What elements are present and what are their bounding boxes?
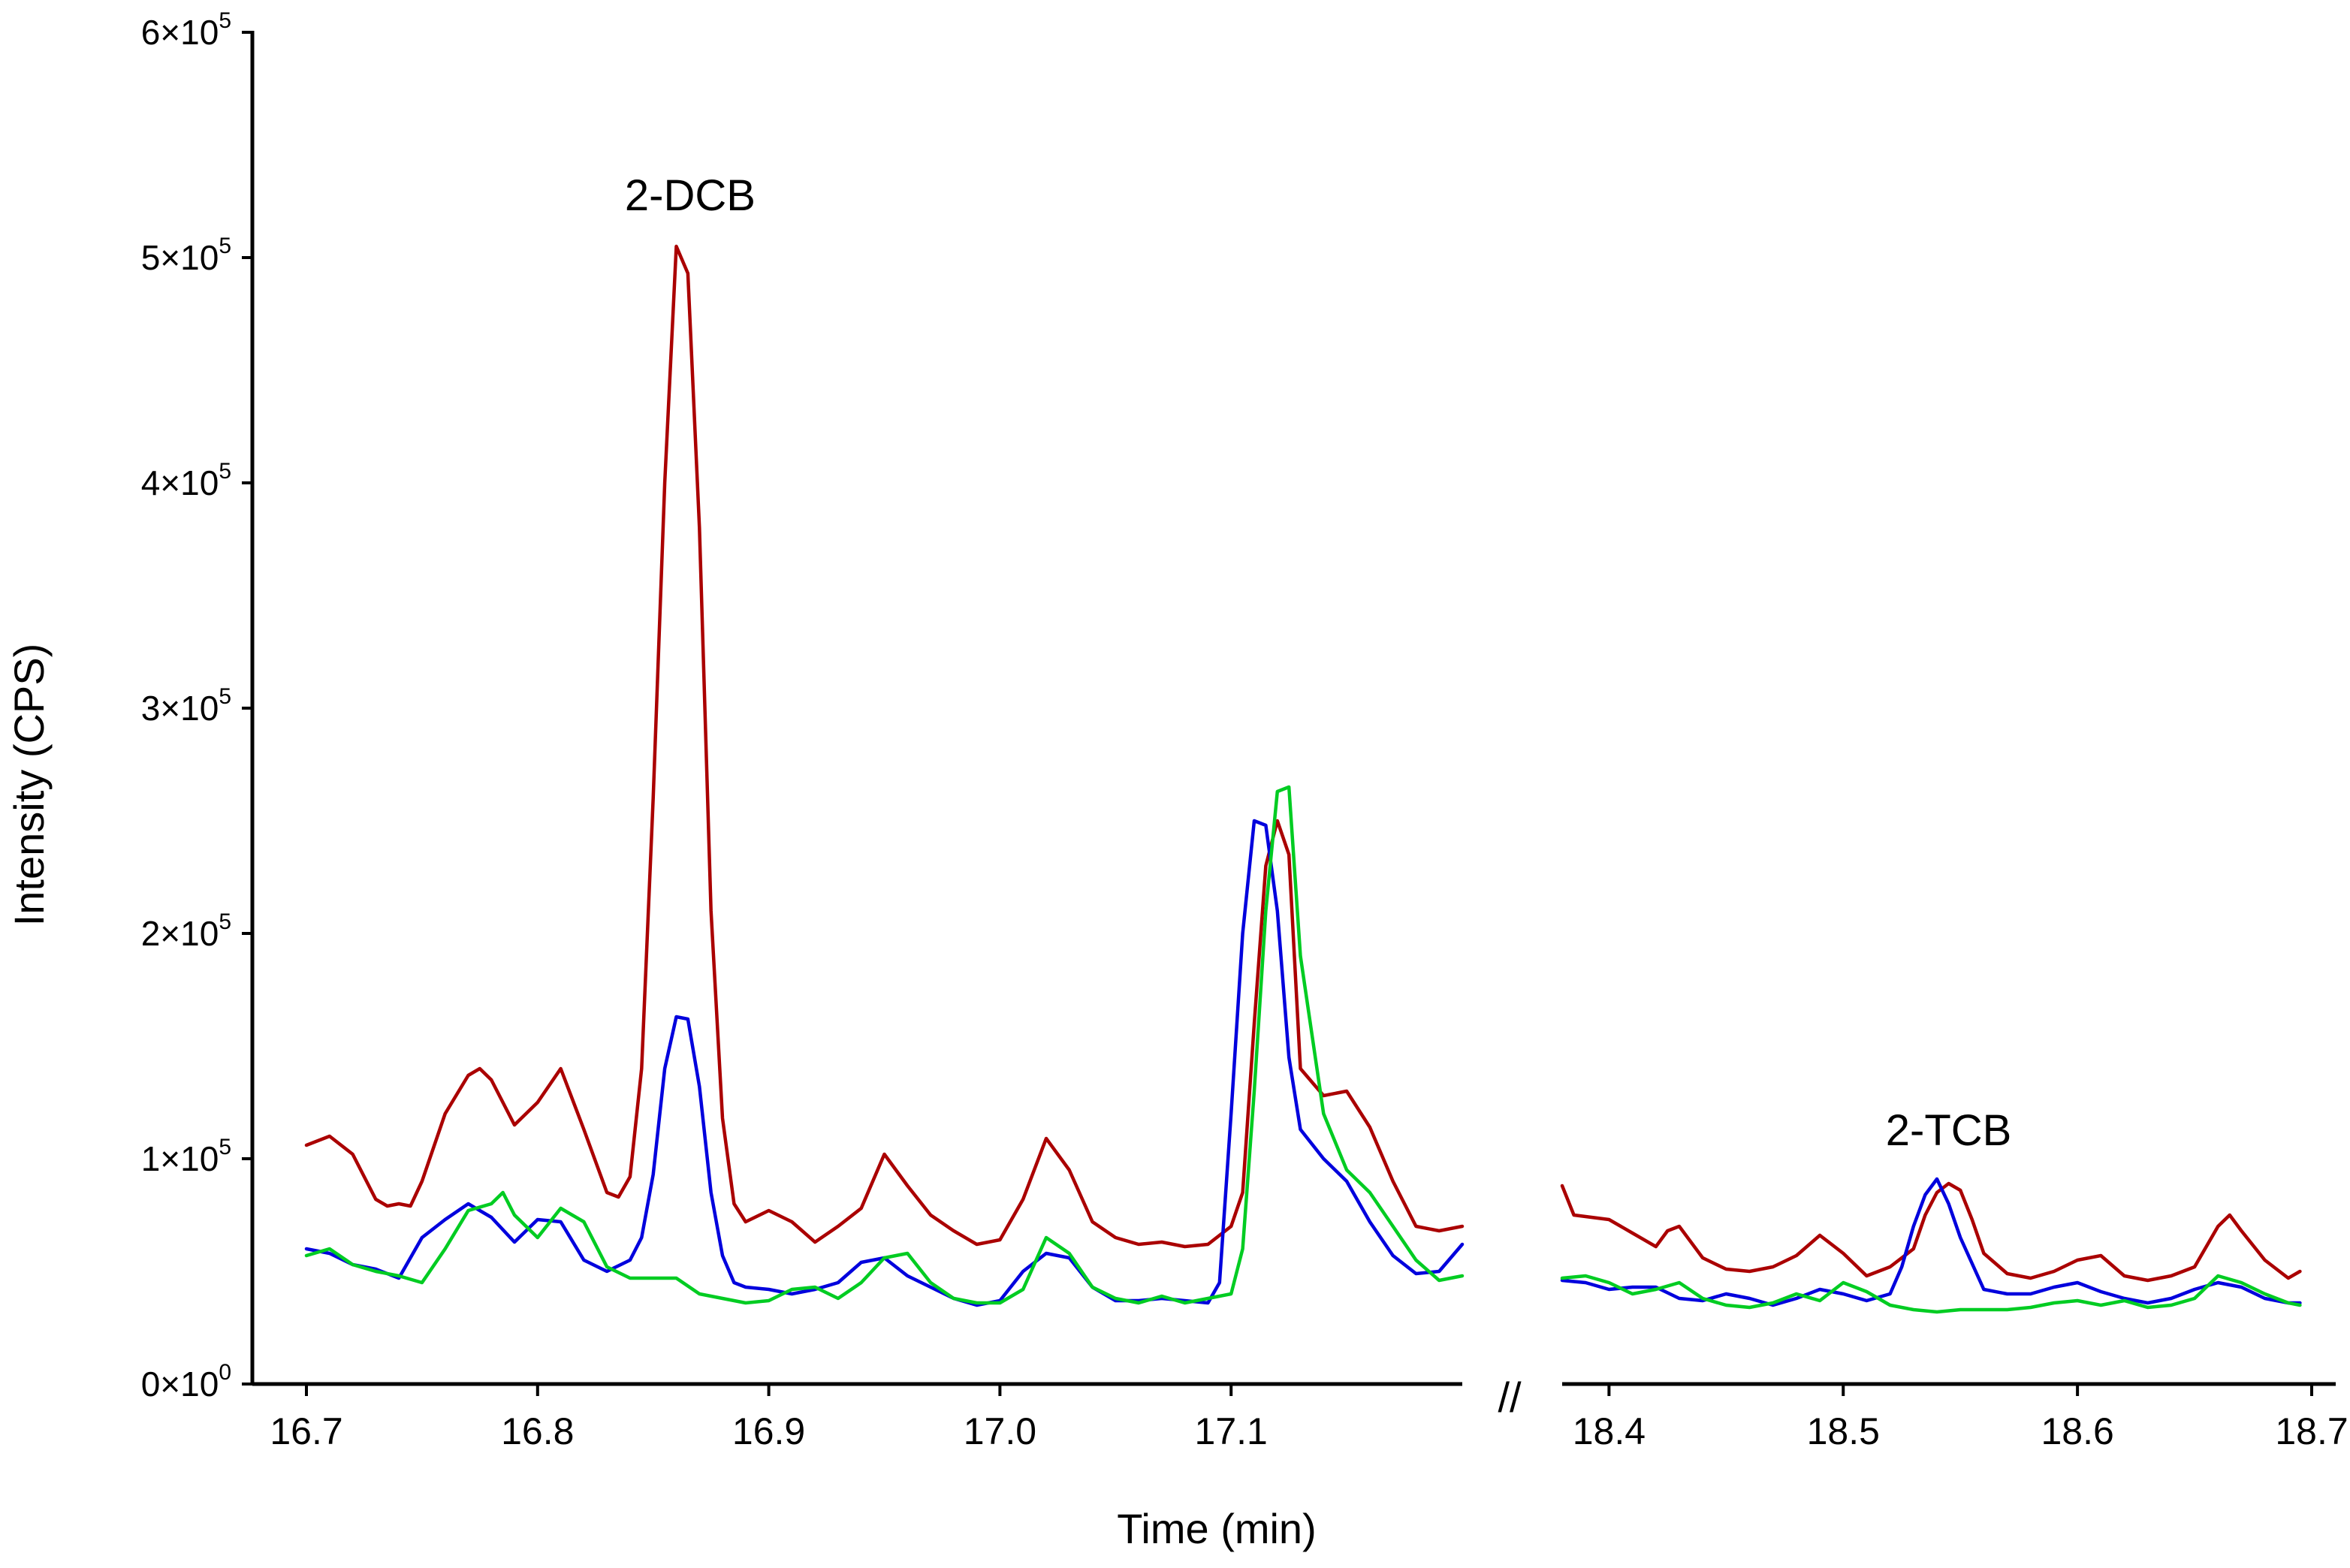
x-tick-label: 17.1 bbox=[1195, 1410, 1268, 1452]
y-tick-label: 5×105 bbox=[141, 234, 231, 277]
peak-annotation: 2-DCB bbox=[625, 171, 756, 220]
y-tick-label: 6×105 bbox=[141, 8, 231, 52]
series-line-red-panel-2 bbox=[1560, 1181, 2302, 1283]
series-line-green-panel-1 bbox=[304, 785, 1465, 1305]
x-tick-label: 18.4 bbox=[1573, 1410, 1646, 1452]
axis-break-marker: // bbox=[1498, 1374, 1522, 1421]
x-tick-label: 18.6 bbox=[2041, 1410, 2113, 1452]
y-tick-label: 3×105 bbox=[141, 684, 231, 728]
series-line-green-panel-2 bbox=[1560, 1274, 2302, 1314]
x-tick-label: 16.8 bbox=[501, 1410, 574, 1452]
x-tick-label: 16.9 bbox=[732, 1410, 805, 1452]
x-tick-label: 18.7 bbox=[2275, 1410, 2348, 1452]
y-tick-label: 2×105 bbox=[141, 909, 231, 953]
x-tick-label: 17.0 bbox=[964, 1410, 1036, 1452]
series-line-red-panel-1 bbox=[304, 244, 1465, 1249]
x-tick-label: 16.7 bbox=[270, 1410, 342, 1452]
y-tick-label: 0×100 bbox=[141, 1360, 231, 1404]
y-axis-title: Intensity (CPS) bbox=[5, 644, 53, 927]
y-tick-label: 4×105 bbox=[141, 459, 231, 502]
x-tick-label: 18.5 bbox=[1807, 1410, 1880, 1452]
y-tick-label: 1×105 bbox=[141, 1135, 231, 1178]
series-line-blue-panel-2 bbox=[1560, 1177, 2302, 1307]
series-line-blue-panel-1 bbox=[304, 819, 1465, 1307]
peak-annotation: 2-TCB bbox=[1886, 1106, 2012, 1155]
x-axis-title: Time (min) bbox=[1117, 1505, 1316, 1552]
